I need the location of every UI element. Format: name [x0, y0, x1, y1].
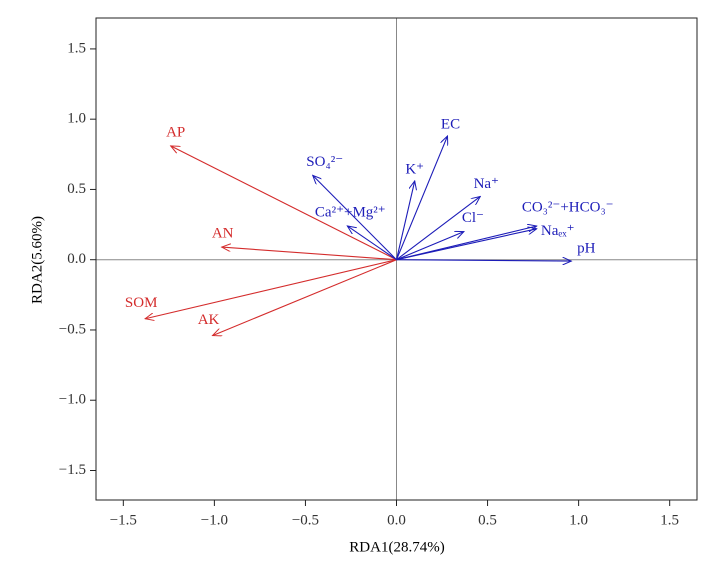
- arrow-label: CO₃²⁻+HCO₃⁻: [522, 199, 614, 215]
- arrow-label: pH: [577, 241, 596, 257]
- x-tick-label: 1.5: [660, 512, 679, 528]
- x-tick-label: −1.5: [110, 512, 137, 528]
- arrow: [396, 260, 572, 261]
- arrow: [171, 146, 397, 261]
- y-tick-label: −0.5: [59, 321, 86, 337]
- arrow-label: K⁺: [405, 161, 424, 177]
- arrow: [347, 226, 397, 261]
- y-axis-title: RDA2(5.60%): [29, 216, 45, 304]
- y-tick-label: −1.5: [59, 462, 86, 478]
- arrow-label: EC: [441, 116, 460, 132]
- arrow-label: AP: [166, 124, 185, 140]
- x-tick-label: 1.0: [569, 512, 588, 528]
- arrow-label: Cl⁻: [462, 210, 484, 226]
- arrow-label: Na⁺: [474, 176, 499, 192]
- arrow-label: SO₄²⁻: [306, 154, 343, 170]
- arrow-label: AN: [212, 225, 234, 241]
- arrow-label: Naₑₓ⁺: [541, 223, 575, 239]
- arrow: [313, 175, 397, 261]
- arrow: [213, 259, 397, 336]
- y-tick-label: 0.0: [67, 251, 86, 267]
- arrow: [396, 229, 537, 261]
- arrow: [395, 136, 448, 260]
- x-axis-title: RDA1(28.74%): [349, 539, 444, 555]
- y-tick-label: 0.5: [67, 181, 86, 197]
- x-tick-label: 0.0: [387, 512, 406, 528]
- x-tick-label: −0.5: [292, 512, 319, 528]
- y-tick-label: 1.0: [67, 111, 86, 127]
- arrow: [396, 196, 481, 261]
- arrow: [395, 181, 415, 260]
- x-tick-label: −1.0: [201, 512, 228, 528]
- y-tick-label: 1.5: [67, 40, 86, 56]
- arrow: [396, 232, 464, 261]
- arrow: [145, 259, 397, 319]
- arrow-label: SOM: [125, 295, 158, 311]
- y-tick-label: −1.0: [59, 392, 86, 408]
- x-tick-label: 0.5: [478, 512, 497, 528]
- arrow-label: AK: [198, 312, 220, 328]
- arrow-label: Ca²⁺+Mg²⁺: [315, 204, 386, 220]
- arrow: [222, 247, 397, 261]
